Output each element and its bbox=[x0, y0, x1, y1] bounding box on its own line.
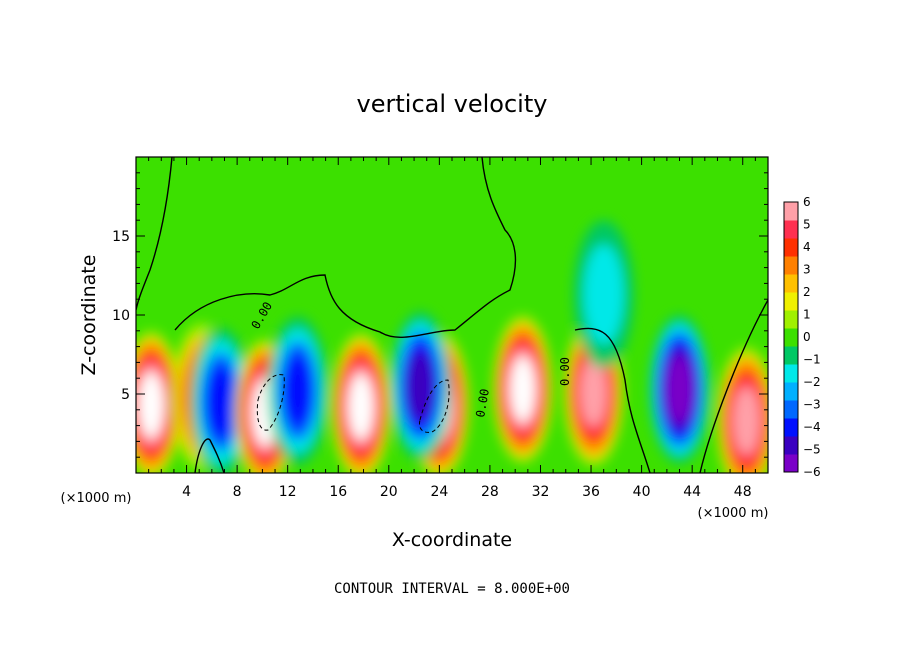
x-tick-label: 20 bbox=[380, 484, 398, 500]
colorbar-segment bbox=[784, 256, 798, 275]
colorbar-tick-label: −3 bbox=[803, 398, 821, 412]
colorbar-segment bbox=[784, 238, 798, 257]
velocity-cell bbox=[580, 358, 607, 427]
colorbar-segment bbox=[784, 220, 798, 239]
colorbar-segment bbox=[784, 292, 798, 311]
x-tick-label: 16 bbox=[329, 484, 347, 500]
colorbar-tick-label: 0 bbox=[803, 330, 811, 344]
colorbar-segment bbox=[784, 364, 798, 383]
colorbar-segment bbox=[784, 310, 798, 329]
velocity-cell bbox=[733, 386, 760, 455]
colorbar-frame bbox=[783, 201, 799, 473]
colorbar-tick-label: −5 bbox=[803, 443, 821, 457]
colorbar-segment bbox=[784, 274, 798, 293]
velocity-core bbox=[348, 374, 373, 439]
velocity-field bbox=[136, 220, 768, 473]
colorbar-tick-label: 4 bbox=[803, 240, 811, 254]
x-tick-label: 24 bbox=[430, 484, 448, 500]
colorbar-tick-label: 6 bbox=[803, 195, 811, 209]
y-tick-label: 5 bbox=[121, 387, 130, 403]
x-tick-label: 8 bbox=[233, 484, 242, 500]
colorbar-segment bbox=[784, 400, 798, 419]
colorbar-segment bbox=[784, 436, 798, 455]
colorbar-tick-label: 3 bbox=[803, 263, 811, 277]
y-axis-ticks: 5 10 15 bbox=[112, 172, 768, 458]
colorbar-tick-label: −4 bbox=[803, 420, 821, 434]
y-tick-label: 10 bbox=[112, 308, 130, 324]
colorbar-segment bbox=[784, 382, 798, 401]
colorbar-tick-label: 5 bbox=[803, 218, 811, 232]
velocity-cell bbox=[282, 352, 313, 429]
contour-label: 0.00 bbox=[558, 357, 572, 386]
x-axis-ticks: 4 8 12 16 20 24 28 32 36 40 44 48 bbox=[148, 157, 756, 500]
x-axis-label: X-coordinate bbox=[392, 529, 512, 551]
x-tick-label: 36 bbox=[582, 484, 600, 500]
x-unit-right: (×1000 m) bbox=[698, 506, 769, 521]
x-unit-left: (×1000 m) bbox=[61, 491, 132, 506]
plot-field bbox=[136, 157, 768, 473]
colorbar-segment bbox=[784, 454, 798, 473]
velocity-core bbox=[139, 373, 164, 438]
x-tick-label: 48 bbox=[734, 484, 752, 500]
y-axis-label: Z-coordinate bbox=[78, 255, 100, 376]
x-tick-label: 12 bbox=[279, 484, 297, 500]
velocity-core bbox=[510, 357, 535, 422]
x-tick-label: 32 bbox=[532, 484, 550, 500]
velocity-cell bbox=[583, 244, 624, 345]
velocity-cell bbox=[666, 355, 693, 424]
colorbar-tick-label: 2 bbox=[803, 285, 811, 299]
colorbar-segment bbox=[784, 202, 798, 221]
colorbar-segment bbox=[784, 328, 798, 347]
contour-label: 0.00 bbox=[473, 388, 492, 419]
x-tick-label: 28 bbox=[481, 484, 499, 500]
colorbar-tick-label: −2 bbox=[803, 375, 821, 389]
colorbar-tick-label: −1 bbox=[803, 353, 821, 367]
x-tick-label: 40 bbox=[633, 484, 651, 500]
x-tick-label: 44 bbox=[683, 484, 701, 500]
contour-interval-note: CONTOUR INTERVAL = 8.000E+00 bbox=[334, 581, 570, 597]
x-tick-label: 4 bbox=[182, 484, 191, 500]
velocity-cell bbox=[406, 350, 435, 422]
colorbar-segment bbox=[784, 346, 798, 365]
colorbar-segment bbox=[784, 418, 798, 437]
colorbar-tick-label: −6 bbox=[803, 465, 821, 479]
colorbar: 6 5 4 3 2 1 0 −1 −2 −3 −4 −5 −6 bbox=[783, 195, 821, 479]
chart-title: vertical velocity bbox=[357, 90, 548, 118]
velocity-cell bbox=[205, 363, 236, 440]
colorbar-tick-label: 1 bbox=[803, 308, 811, 322]
dashed-contours bbox=[256, 374, 450, 433]
y-tick-label: 15 bbox=[112, 229, 130, 245]
